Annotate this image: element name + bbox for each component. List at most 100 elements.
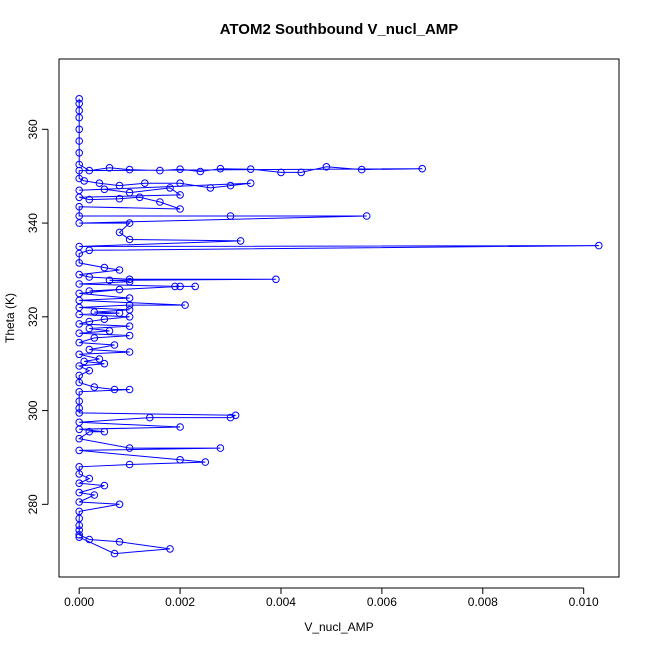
data-point bbox=[75, 113, 83, 122]
data-point bbox=[125, 322, 134, 331]
data-point bbox=[125, 165, 134, 174]
data-point bbox=[75, 526, 83, 534]
data-point bbox=[85, 166, 94, 175]
x-tick-label: 0.002 bbox=[165, 595, 195, 609]
data-point bbox=[125, 275, 134, 284]
data-point bbox=[75, 446, 83, 455]
data-point bbox=[75, 99, 83, 108]
data-point bbox=[226, 181, 235, 190]
data-point bbox=[75, 310, 83, 319]
data-point bbox=[125, 385, 134, 394]
data-point bbox=[85, 246, 94, 255]
data-point bbox=[115, 266, 124, 274]
data-point bbox=[125, 235, 134, 244]
data-point bbox=[80, 357, 88, 366]
data-point bbox=[125, 219, 134, 227]
data-point bbox=[75, 166, 83, 175]
data-point bbox=[357, 165, 366, 174]
data-point bbox=[85, 324, 94, 333]
x-tick-label: 0.004 bbox=[266, 595, 296, 609]
data-point bbox=[226, 413, 235, 422]
y-tick-label: 340 bbox=[26, 213, 40, 233]
data-point bbox=[75, 149, 83, 157]
y-tick-label: 320 bbox=[26, 306, 40, 326]
data-point bbox=[75, 125, 83, 134]
data-point bbox=[176, 282, 184, 291]
data-point bbox=[176, 191, 184, 199]
data-point bbox=[75, 533, 83, 542]
plot-frame bbox=[58, 58, 620, 578]
data-point bbox=[125, 460, 134, 469]
data-point bbox=[75, 212, 83, 220]
data-point bbox=[115, 309, 124, 317]
data-point bbox=[85, 474, 94, 483]
data-point bbox=[115, 194, 124, 203]
y-tick-label: 280 bbox=[26, 494, 40, 514]
data-point bbox=[75, 338, 83, 347]
data-point bbox=[75, 362, 83, 370]
data-point bbox=[75, 378, 83, 387]
data-point bbox=[85, 345, 94, 354]
data-point bbox=[90, 383, 99, 391]
data-point bbox=[110, 385, 119, 394]
data-point bbox=[125, 277, 134, 286]
data-point bbox=[595, 241, 603, 250]
data-point bbox=[125, 331, 134, 340]
data-point bbox=[216, 164, 225, 173]
x-axis: 0.000 0.002 0.004 0.006 0.008 0.010 bbox=[64, 587, 599, 609]
data-point bbox=[75, 404, 83, 413]
data-point bbox=[115, 500, 124, 509]
data-point bbox=[75, 521, 83, 530]
x-tick-label: 0.010 bbox=[569, 595, 599, 609]
data-point bbox=[277, 168, 285, 177]
data-point bbox=[95, 179, 104, 187]
data-point bbox=[125, 301, 134, 309]
data-point bbox=[231, 411, 240, 420]
data-point bbox=[100, 263, 109, 272]
series-line bbox=[77, 98, 599, 555]
x-tick-label: 0.000 bbox=[64, 595, 94, 609]
data-point bbox=[75, 219, 83, 227]
data-point bbox=[272, 275, 280, 284]
data-point bbox=[75, 202, 83, 211]
data-series bbox=[75, 95, 603, 558]
data-point bbox=[85, 273, 94, 281]
data-point bbox=[85, 427, 94, 436]
data-point bbox=[105, 276, 114, 285]
data-point bbox=[75, 259, 83, 267]
data-point bbox=[322, 163, 331, 171]
data-point bbox=[95, 355, 104, 363]
data-point bbox=[75, 137, 83, 145]
data-point bbox=[166, 545, 174, 553]
data-point bbox=[85, 287, 94, 295]
data-point bbox=[110, 549, 119, 558]
data-point bbox=[75, 498, 83, 506]
data-point bbox=[176, 456, 184, 464]
y-tick-label: 300 bbox=[26, 400, 40, 420]
data-point bbox=[110, 341, 119, 349]
x-axis-label: V_nucl_AMP bbox=[304, 620, 373, 634]
data-point bbox=[75, 488, 83, 497]
data-point bbox=[171, 282, 179, 291]
data-point bbox=[75, 470, 83, 478]
data-point bbox=[75, 174, 83, 183]
x-tick-label: 0.006 bbox=[367, 595, 397, 609]
data-point bbox=[75, 434, 83, 443]
y-axis-label: Theta (K) bbox=[3, 293, 17, 343]
data-point bbox=[236, 237, 245, 245]
data-point bbox=[226, 212, 235, 220]
chart-title: ATOM2 Southbound V_nucl_AMP bbox=[220, 21, 459, 38]
data-point bbox=[181, 301, 189, 309]
data-point bbox=[100, 427, 109, 436]
data-point bbox=[125, 444, 134, 452]
data-point bbox=[100, 359, 109, 368]
y-axis: 280 300 320 340 360 bbox=[26, 119, 49, 514]
data-point bbox=[191, 282, 199, 291]
data-point bbox=[246, 179, 255, 187]
data-point bbox=[141, 179, 149, 187]
data-point bbox=[196, 167, 205, 176]
data-point bbox=[297, 168, 306, 177]
data-point bbox=[75, 193, 83, 202]
data-point bbox=[115, 538, 124, 546]
